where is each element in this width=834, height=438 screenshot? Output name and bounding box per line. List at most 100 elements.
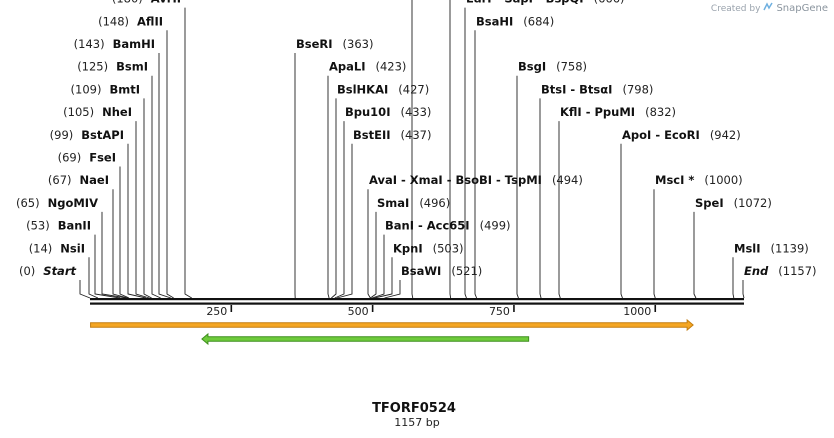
enzyme-label-avai-xmai-bsobi-tspmi[interactable]: AvaI - XmaI - BsoBI - TspMI (494) [369,173,583,187]
tick-label-750: 750 [489,305,510,318]
enzyme-name-apali: ApaLI [329,60,366,74]
enzyme-label-bsteii[interactable]: BstEII (437) [353,128,431,142]
backbone-top-line [90,298,744,301]
enzyme-pos-bsahi: (684) [523,14,554,28]
enzyme-label-bsahi[interactable]: BsaHI (684) [476,14,554,28]
cut-line-bstapi [127,143,147,299]
enzyme-pos-bstapi: (99) [50,128,74,142]
enzyme-label-apoi-ecori[interactable]: ApoI - EcoRI (942) [622,128,741,142]
enzyme-pos-msci: (1000) [704,173,742,187]
enzyme-name-end: End [744,264,769,278]
enzyme-label-banii[interactable]: (53) BanII [26,219,91,233]
enzyme-name-avrii: AvrII [151,0,181,6]
enzyme-pos-bslhkai: (427) [398,82,429,96]
enzyme-pos-bani-acc65i: (499) [480,219,511,233]
enzyme-pos-apali: (423) [376,60,407,74]
enzyme-label-kfli-ppumi[interactable]: KflI - PpuMI (832) [560,105,676,119]
cut-line-bsgi [516,75,519,299]
enzyme-pos-ngomiv: (65) [16,196,40,210]
backbone-bottom-line [90,302,744,305]
enzyme-pos-bpu10i: (433) [400,105,431,119]
enzyme-pos-banii: (53) [26,219,50,233]
cut-line-nsii [88,257,99,299]
enzyme-name-bpu10i: Bpu10I [345,105,390,119]
cut-line-bani-acc65i [371,234,385,299]
credit-brand: SnapGene [776,3,828,14]
enzyme-label-bstapi[interactable]: (99) BstAPI [50,128,124,142]
cut-line-xmni [411,0,414,299]
enzyme-label-nhei[interactable]: (105) NheI [63,105,132,119]
enzyme-label-avrii[interactable]: (180) AvrII [112,0,181,6]
enzyme-label-bslhkai[interactable]: BslHKAI (427) [337,82,429,96]
enzyme-label-smai[interactable]: SmaI (496) [377,196,450,210]
cut-line-banii [94,234,121,299]
enzyme-label-bsgi[interactable]: BsgI (758) [518,60,587,74]
enzyme-name-bmti: BmtI [109,82,140,96]
enzyme-name-banii: BanII [58,219,91,233]
map-length: 1157 bp [394,416,439,429]
enzyme-label-bseri[interactable]: BseRI (363) [296,37,373,51]
enzyme-pos-avrii: (180) [112,0,143,6]
enzyme-label-bsmi[interactable]: (125) BsmI [77,60,148,74]
enzyme-label-bani-acc65i[interactable]: BanI - Acc65I (499) [385,219,511,233]
enzyme-pos-bmti: (109) [71,82,102,96]
enzyme-label-ngomiv[interactable]: (65) NgoMIV [16,196,98,210]
enzyme-label-end[interactable]: End (1157) [744,264,817,278]
enzyme-label-msli[interactable]: MslI (1139) [734,241,809,255]
enzyme-pos-kpni: (503) [433,241,464,255]
enzyme-name-naei: NaeI [80,173,109,187]
ruler-ticks: 250 500 750 1000 [206,305,657,318]
cut-line-ngomiv [101,211,127,299]
cut-line-bmti [143,98,152,299]
enzyme-label-naei[interactable]: (67) NaeI [48,173,109,187]
enzyme-name-avai-xmai-bsobi-tspmi: AvaI - XmaI - BsoBI - TspMI [369,173,542,187]
enzyme-name-ngomiv: NgoMIV [48,196,98,210]
enzyme-name-bsawi: BsaWI [401,264,441,278]
enzyme-name-fsei: FseI [89,151,116,165]
enzyme-label-eari-sapi-bspqi[interactable]: EarI - SapI - BspQI (666) [466,0,625,6]
enzyme-pos-nsii: (14) [29,241,53,255]
cut-line-spei [693,211,697,299]
enzyme-pos-start: (0) [19,264,35,278]
cut-line-fsei [119,166,130,299]
enzyme-label-fsei[interactable]: (69) FseI [58,151,116,165]
cut-line-smai [370,211,377,299]
enzyme-label-aflii[interactable]: (148) AflII [98,14,163,28]
enzyme-label-spei[interactable]: SpeI (1072) [695,196,772,210]
enzyme-label-bamhi[interactable]: (143) BamHI [74,37,155,51]
enzyme-name-btsi-bts-i: BtsI - BtsαI [541,82,612,96]
enzyme-label-msci[interactable]: MscI * (1000) [655,173,743,187]
enzyme-labels: (0) Start (14) NsiI (53) BanII (65) NgoMIV (67) N… [16,0,817,278]
enzyme-label-nsii[interactable]: (14) NsiI [29,241,85,255]
enzyme-label-kpni[interactable]: KpnI (503) [393,241,464,255]
cut-line-end [742,280,745,299]
cut-line-msli [732,257,735,299]
enzyme-pos-smai: (496) [419,196,450,210]
enzyme-label-bsawi[interactable]: BsaWI (521) [401,264,482,278]
cut-line-bsu36i [449,0,452,299]
enzyme-pos-aflii: (148) [98,14,129,28]
snapgene-logo-icon [763,2,774,15]
enzyme-pos-btsi-bts-i: (798) [622,82,653,96]
tick-label-250: 250 [206,305,227,318]
enzyme-name-apoi-ecori: ApoI - EcoRI [622,128,700,142]
enzyme-name-nhei: NheI [102,105,132,119]
enzyme-pos-end: (1157) [778,264,816,278]
snapgene-credit: Created by SnapGene [711,2,828,15]
cut-line-apali [327,75,330,299]
enzyme-pos-kfli-ppumi: (832) [645,105,676,119]
cut-line-bsawi [384,280,401,299]
map-title: TFORF0524 [372,401,456,416]
enzyme-label-bmti[interactable]: (109) BmtI [71,82,140,96]
cut-line-nhei [135,121,150,299]
cut-line-start [79,280,91,299]
enzyme-label-start[interactable]: (0) Start [19,264,77,278]
enzyme-name-spei: SpeI [695,196,724,210]
cut-line-avrii [184,7,192,299]
enzyme-name-bseri: BseRI [296,37,333,51]
enzyme-label-btsi-bts-i[interactable]: BtsI - BtsαI (798) [541,82,653,96]
enzyme-label-bpu10i[interactable]: Bpu10I (433) [345,105,431,119]
enzyme-label-apali[interactable]: ApaLI (423) [329,60,406,74]
enzyme-name-bsteii: BstEII [353,128,391,142]
